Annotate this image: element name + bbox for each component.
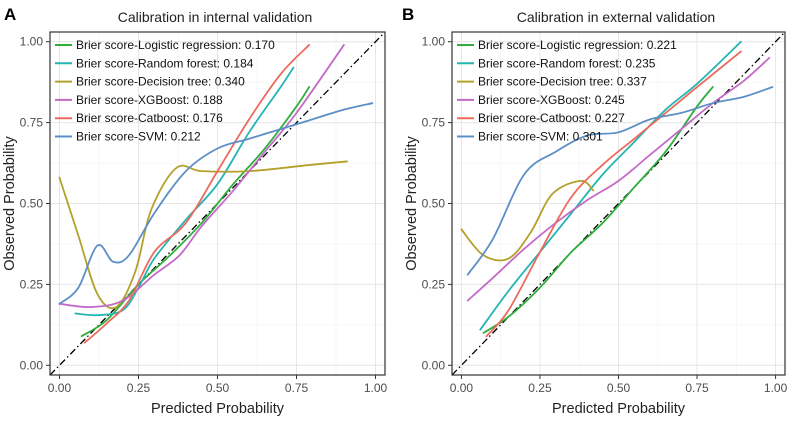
series-line-2 <box>479 40 742 331</box>
x-tick-label: 1.00 <box>364 381 388 395</box>
series-line-5 <box>83 44 311 344</box>
legend-label-4: Brier score-XGBoost: 0.188 <box>76 93 223 107</box>
series-line-5 <box>485 50 742 338</box>
chart-panel-a: 0.00 0.25 0.50 0.75 1.00 0.00 0.25 0.50 0.75 1.00… <box>2 5 388 417</box>
series-line-6 <box>58 102 374 305</box>
x-tick-label: 1.00 <box>764 381 788 395</box>
y-tick-label: 1.00 <box>422 35 446 49</box>
legend-label-3: Brier score-Decision tree: 0.337 <box>478 75 647 89</box>
series-line-2 <box>74 66 295 317</box>
x-axis-title: Predicted Probability <box>552 401 686 417</box>
chart-title: Calibration in external validation <box>517 9 715 25</box>
y-tick-label: 1.00 <box>20 35 44 49</box>
plot-area <box>50 32 385 375</box>
x-tick-label: 0.50 <box>607 381 631 395</box>
x-tick-label: 0.50 <box>206 381 230 395</box>
y-tick-label: 0.00 <box>422 358 446 372</box>
y-tick-label: 0.25 <box>422 277 446 291</box>
legend-label-2: Brier score-Random forest: 0.184 <box>76 56 254 70</box>
panel-label: A <box>4 5 16 24</box>
series-line-3 <box>58 160 348 310</box>
y-tick-label: 0.50 <box>422 197 446 211</box>
legend-label-3: Brier score-Decision tree: 0.340 <box>76 75 245 89</box>
chart-panel-b: 0.00 0.25 0.50 0.75 1.00 0.00 0.25 0.50 0.75 1.00… <box>402 5 788 417</box>
y-tick-label: 0.25 <box>20 277 44 291</box>
series-line-4 <box>466 56 771 302</box>
series-line-6 <box>466 86 774 276</box>
series-line-1 <box>80 86 311 338</box>
x-axis-title: Predicted Probability <box>151 401 285 417</box>
legend-label-6: Brier score-SVM: 0.212 <box>76 130 201 144</box>
plot-area <box>452 32 785 375</box>
y-axis-title: Observed Probability <box>404 135 420 270</box>
x-tick-label: 0.75 <box>285 381 309 395</box>
x-tick-label: 0.75 <box>685 381 709 395</box>
legend-label-4: Brier score-XGBoost: 0.245 <box>478 93 625 107</box>
x-tick-label: 0.25 <box>127 381 151 395</box>
y-tick-label: 0.75 <box>422 116 446 130</box>
legend-label-5: Brier score-Catboost: 0.227 <box>478 111 625 125</box>
legend-label-2: Brier score-Random forest: 0.235 <box>478 56 656 70</box>
legend: Brier score-Logistic regression: 0.170 Br… <box>55 38 275 144</box>
legend-label-1: Brier score-Logistic regression: 0.221 <box>478 38 677 52</box>
y-tick-label: 0.50 <box>20 197 44 211</box>
reference-line-ideal <box>452 32 785 375</box>
legend-label-5: Brier score-Catboost: 0.176 <box>76 111 223 125</box>
series-line-4 <box>58 44 345 308</box>
y-tick-label: 0.00 <box>20 358 44 372</box>
y-axis-title: Observed Probability <box>2 135 18 270</box>
x-tick-label: 0.00 <box>450 381 474 395</box>
legend-label-1: Brier score-Logistic regression: 0.170 <box>76 38 275 52</box>
x-tick-label: 0.25 <box>528 381 552 395</box>
chart-title: Calibration in internal validation <box>118 9 313 25</box>
x-tick-label: 0.00 <box>48 381 72 395</box>
y-tick-label: 0.75 <box>20 116 44 130</box>
panel-label: B <box>402 5 414 24</box>
series-line-1 <box>482 86 714 334</box>
legend-label-6: Brier score-SVM: 0.301 <box>478 130 603 144</box>
legend: Brier score-Logistic regression: 0.221 Br… <box>457 38 677 144</box>
